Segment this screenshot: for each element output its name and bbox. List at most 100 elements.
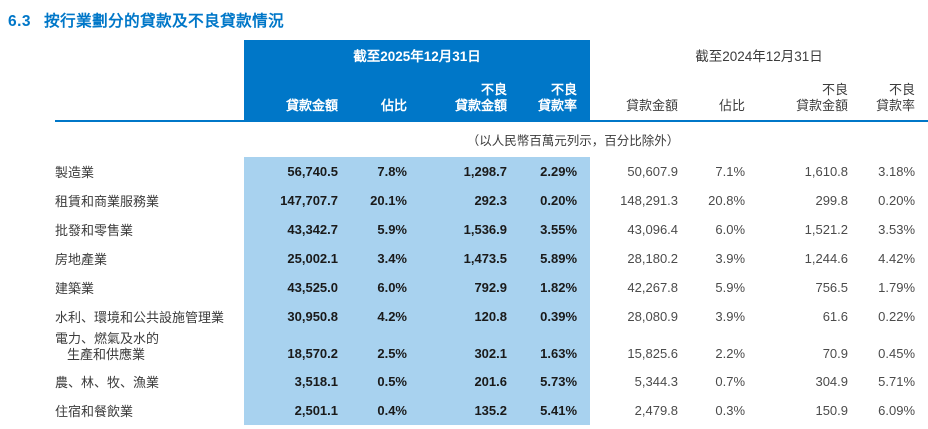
share-2025: 4.2%: [338, 302, 407, 331]
npl-amount-2025: 1,473.5: [407, 244, 507, 273]
unit-note: （以人民幣百萬元列示，百分比除外）: [466, 134, 680, 148]
loan-amount-2025: 25,002.1: [244, 244, 338, 273]
npl-amount-2025: 302.1: [407, 331, 507, 367]
section-heading: 按行業劃分的貸款及不良貸款情況: [44, 13, 285, 30]
npl-ratio-2024: 0.20%: [878, 193, 916, 208]
npl-ratio-2024: 0.22%: [878, 309, 916, 324]
npl-amount-2025: 201.6: [407, 367, 507, 396]
npl-amount-2024: 150.9: [815, 403, 849, 418]
loan-amount-2025: 56,740.5: [244, 157, 338, 186]
industry-label: 建築業: [55, 281, 95, 296]
loan-amount-2024: 2,479.8: [634, 403, 679, 418]
share-2024: 6.0%: [715, 222, 746, 237]
npl-ratio-2024: 5.71%: [878, 374, 916, 389]
table-row: 住宿和餐飲業 2,501.1 0.4% 135.2 5.41% 2,479.8 0.3% 15…: [0, 396, 928, 425]
group-header-row: 截至2025年12月31日 截至2024年12月31日: [0, 40, 928, 70]
table-row: 房地產業 25,002.1 3.4% 1,473.5 5.89% 28,180.2 3.9%…: [0, 244, 928, 273]
npl-amount-2025: 292.3: [407, 186, 507, 215]
npl-ratio-2025: 0.20%: [507, 186, 591, 215]
col-share-2024: 佔比: [719, 98, 746, 113]
loan-amount-2025: 3,518.1: [244, 367, 338, 396]
industry-label: 農、林、牧、漁業: [55, 375, 160, 390]
empty-corner-cell: [0, 70, 244, 122]
npl-ratio-2025: 3.55%: [507, 215, 591, 244]
loan-amount-2025: 43,342.7: [244, 215, 338, 244]
npl-ratio-2024: 3.18%: [878, 164, 916, 179]
share-2024: 0.7%: [715, 374, 746, 389]
share-2025: 0.4%: [338, 396, 407, 425]
industry-label: 電力、燃氣及水的 生產和供應業: [55, 331, 160, 362]
npl-ratio-2024: 1.79%: [878, 280, 916, 295]
loan-amount-2024: 43,096.4: [627, 222, 679, 237]
loans-by-industry-table: 截至2025年12月31日 截至2024年12月31日 貸款金額 佔比 不良 貸…: [0, 40, 928, 425]
npl-ratio-2025: 2.29%: [507, 157, 591, 186]
share-2024: 2.2%: [715, 346, 746, 361]
table-row: 租賃和商業服務業 147,707.7 20.1% 292.3 0.20% 148,291.…: [0, 186, 928, 215]
table-row: 電力、燃氣及水的 生產和供應業 18,570.2 2.5% 302.1 1.63% 15,8…: [0, 331, 928, 367]
npl-ratio-2024: 3.53%: [878, 222, 916, 237]
npl-ratio-2024: 0.45%: [878, 346, 916, 361]
npl-amount-2025: 120.8: [407, 302, 507, 331]
loan-amount-2024: 5,344.3: [634, 374, 679, 389]
empty-corner-cell: [0, 40, 244, 70]
share-2024: 3.9%: [715, 309, 746, 324]
col-npl-amount-2025: 不良 貸款金額: [407, 70, 507, 122]
share-2025: 3.4%: [338, 244, 407, 273]
share-2024: 3.9%: [715, 251, 746, 266]
loan-amount-2024: 28,080.9: [627, 309, 679, 324]
loan-amount-2025: 43,525.0: [244, 273, 338, 302]
industry-label: 水利、環境和公共設施管理業: [55, 310, 225, 325]
table-row: 批發和零售業 43,342.7 5.9% 1,536.9 3.55% 43,096.4 6.…: [0, 215, 928, 244]
npl-amount-2025: 792.9: [407, 273, 507, 302]
col-share-2025: 佔比: [338, 70, 407, 122]
table-row: 建築業 43,525.0 6.0% 792.9 1.82% 42,267.8 5.9% 756…: [0, 273, 928, 302]
npl-amount-2025: 1,536.9: [407, 215, 507, 244]
loan-amount-2025: 30,950.8: [244, 302, 338, 331]
npl-ratio-2025: 5.41%: [507, 396, 591, 425]
share-2025: 7.8%: [338, 157, 407, 186]
col-loan-amount-2025: 貸款金額: [244, 70, 338, 122]
share-2024: 20.8%: [708, 193, 746, 208]
npl-ratio-2025: 1.63%: [507, 331, 591, 367]
npl-amount-2024: 1,521.2: [804, 222, 849, 237]
section-title: 6.3 按行業劃分的貸款及不良貸款情況: [8, 9, 284, 31]
loan-amount-2024: 28,180.2: [627, 251, 679, 266]
npl-ratio-2025: 1.82%: [507, 273, 591, 302]
group-header-2024: 截至2024年12月31日: [695, 49, 823, 64]
industry-label: 製造業: [55, 165, 95, 180]
npl-amount-2024: 70.9: [822, 346, 849, 361]
loan-amount-2024: 42,267.8: [627, 280, 679, 295]
empty-cell: [0, 122, 244, 157]
header-divider: [55, 120, 928, 122]
table-row: 農、林、牧、漁業 3,518.1 0.5% 201.6 5.73% 5,344.3 0.7%…: [0, 367, 928, 396]
npl-amount-2025: 135.2: [407, 396, 507, 425]
industry-label: 房地產業: [55, 252, 108, 267]
industry-label: 批發和零售業: [55, 223, 134, 238]
loan-amount-2025: 2,501.1: [244, 396, 338, 425]
share-2025: 0.5%: [338, 367, 407, 396]
col-npl-ratio-2025: 不良 貸款率: [507, 70, 591, 122]
npl-ratio-2025: 5.73%: [507, 367, 591, 396]
col-npl-amount-2024: 不良 貸款金額: [796, 82, 849, 113]
npl-amount-2024: 756.5: [815, 280, 849, 295]
npl-amount-2024: 1,610.8: [804, 164, 849, 179]
npl-amount-2024: 1,244.6: [804, 251, 849, 266]
npl-ratio-2025: 0.39%: [507, 302, 591, 331]
npl-amount-2025: 1,298.7: [407, 157, 507, 186]
loan-amount-2024: 15,825.6: [627, 346, 679, 361]
industry-label: 租賃和商業服務業: [55, 194, 160, 209]
share-2025: 20.1%: [338, 186, 407, 215]
npl-ratio-2025: 5.89%: [507, 244, 591, 273]
npl-amount-2024: 61.6: [822, 309, 849, 324]
table-row: 製造業 56,740.5 7.8% 1,298.7 2.29% 50,607.9 7.1% 1…: [0, 157, 928, 186]
share-2025: 5.9%: [338, 215, 407, 244]
column-header-row: 貸款金額 佔比 不良 貸款金額 不良 貸款率 貸款金額 佔比 不良 貸款金額 不…: [0, 70, 928, 122]
loan-amount-2025: 147,707.7: [244, 186, 338, 215]
section-number: 6.3: [8, 13, 32, 30]
group-header-2025: 截至2025年12月31日: [244, 40, 591, 70]
loan-amount-2025: 18,570.2: [244, 331, 338, 367]
npl-amount-2024: 299.8: [815, 193, 849, 208]
npl-ratio-2024: 6.09%: [878, 403, 916, 418]
share-2025: 6.0%: [338, 273, 407, 302]
